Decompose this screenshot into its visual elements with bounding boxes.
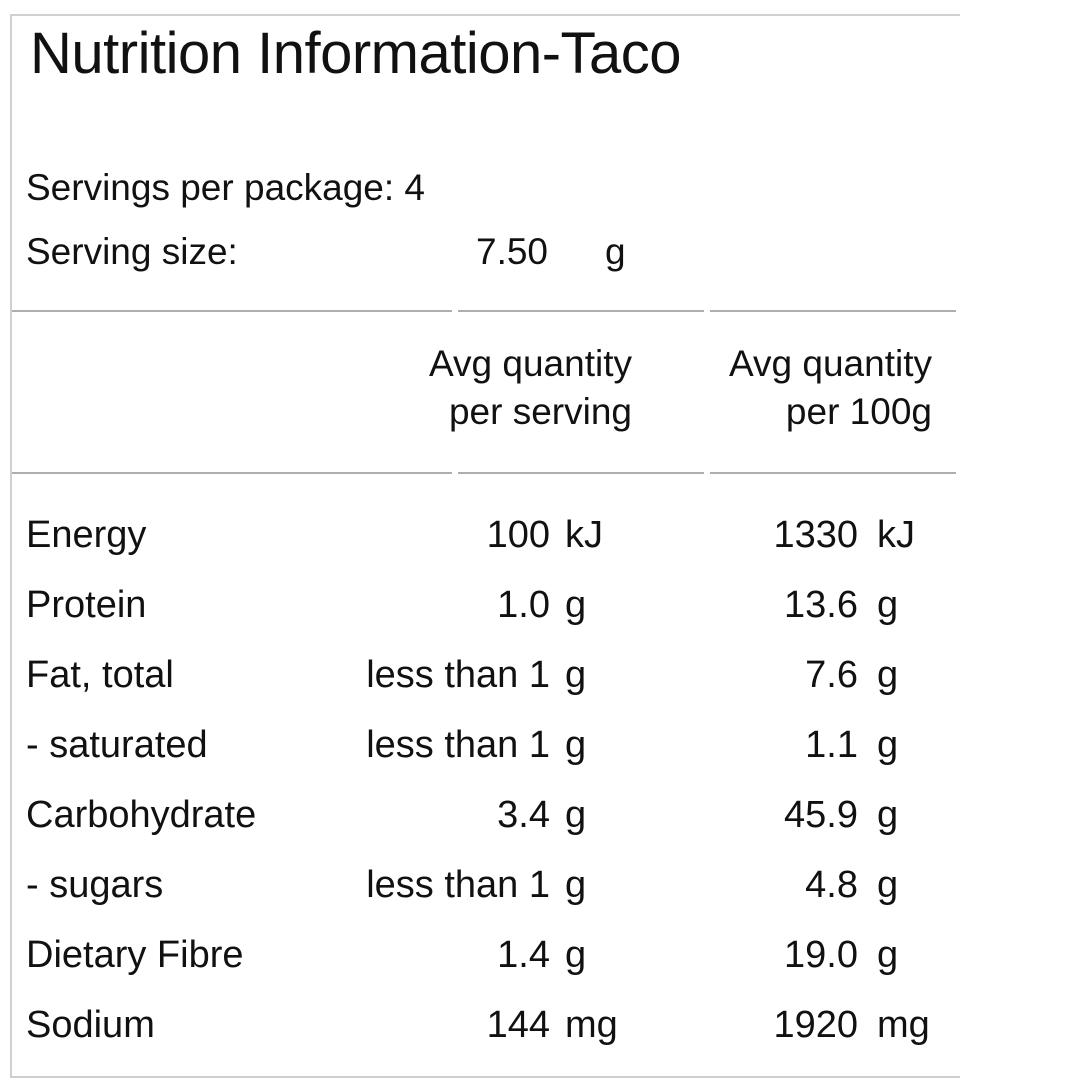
serving-size-label: Serving size: [26,231,238,272]
nutrient-name: Sodium [26,1004,155,1046]
per-100g-unit: g [877,724,899,766]
per-serving-unit: kJ [565,514,603,556]
per-100g-unit: g [877,794,899,836]
column-header-line: Avg quantity [729,343,932,384]
per-100g-value: 1920 [773,1004,858,1046]
column-header-line: per 100g [785,391,932,432]
per-100g-value: 19.0 [784,934,858,976]
per-100g-unit: g [877,864,899,906]
divider [458,472,704,474]
per-serving-value: less than 1 [366,864,550,906]
nutrient-name: Fat, total [26,654,174,696]
divider [12,310,452,312]
per-100g-value: 7.6 [805,654,858,696]
serving-size-unit: g [605,231,626,272]
nutrient-row: Carbohydrate 3.4 g 45.9 g [0,780,1080,850]
nutrient-name: Protein [26,584,147,626]
panel-title: Nutrition Information-Taco [30,21,682,86]
per-100g-unit: kJ [877,514,915,556]
nutrient-name: Energy [26,514,147,556]
per-100g-unit: g [877,584,899,626]
per-100g-unit: mg [877,1004,930,1046]
servings-per-package: Servings per package: 4 [26,167,426,208]
nutrient-name: Carbohydrate [26,794,257,836]
per-serving-value: 144 [486,1004,550,1046]
per-serving-value: less than 1 [366,654,550,696]
per-100g-value: 1.1 [805,724,858,766]
per-100g-value: 1330 [773,514,858,556]
column-header-line: Avg quantity [429,343,632,384]
column-header-line: per serving [448,391,632,432]
column-header-per-serving: Avg quantity per serving [429,340,632,436]
per-100g-value: 13.6 [784,584,858,626]
nutrient-row: Energy 100 kJ 1330 kJ [0,500,1080,570]
per-serving-unit: g [565,934,587,976]
per-100g-unit: g [877,934,899,976]
nutrient-row: - saturated less than 1 g 1.1 g [0,710,1080,780]
nutrient-name: Dietary Fibre [26,934,244,976]
per-serving-unit: g [565,794,587,836]
per-100g-value: 45.9 [784,794,858,836]
per-100g-value: 4.8 [805,864,858,906]
per-serving-value: 3.4 [497,794,550,836]
nutrient-row: Sodium 144 mg 1920 mg [0,990,1080,1060]
divider [12,472,452,474]
column-header-per-100g: Avg quantity per 100g [729,340,932,436]
nutrient-row: Dietary Fibre 1.4 g 19.0 g [0,920,1080,990]
per-serving-value: 1.0 [497,584,550,626]
bottom-border [10,1076,960,1078]
per-serving-unit: g [565,724,587,766]
divider [710,310,956,312]
per-serving-value: 1.4 [497,934,550,976]
nutrient-row: - sugars less than 1 g 4.8 g [0,850,1080,920]
divider [458,310,704,312]
per-serving-unit: mg [565,1004,618,1046]
divider [710,472,956,474]
serving-size-value: 7.50 [476,231,549,272]
nutrient-row: Fat, total less than 1 g 7.6 g [0,640,1080,710]
nutrient-name: - saturated [26,724,208,766]
per-serving-value: 100 [486,514,550,556]
per-serving-unit: g [565,864,587,906]
per-serving-unit: g [565,654,587,696]
nutrient-name: - sugars [26,864,164,906]
per-100g-unit: g [877,654,899,696]
nutrition-panel [10,14,960,1078]
per-serving-value: less than 1 [366,724,550,766]
nutrient-row: Protein 1.0 g 13.6 g [0,570,1080,640]
per-serving-unit: g [565,584,587,626]
